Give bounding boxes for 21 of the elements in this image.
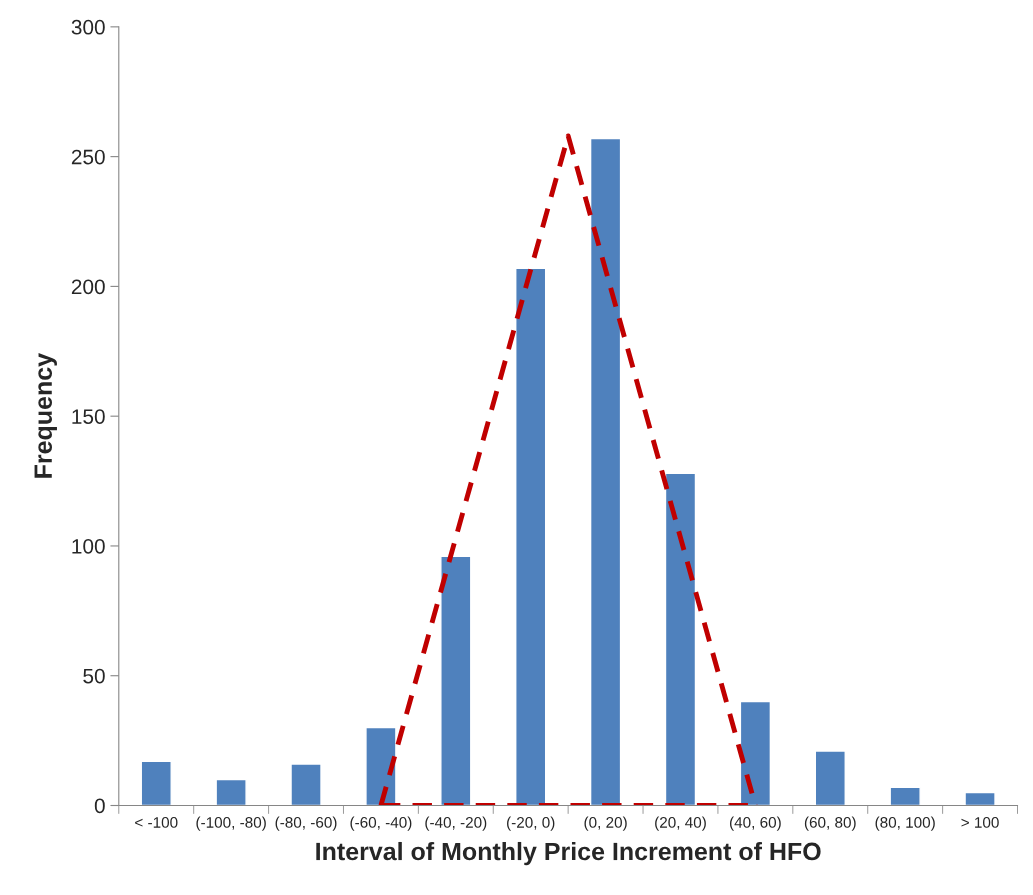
y-tick-label: 300: [71, 19, 105, 35]
x-tick-label: (60, 80): [804, 816, 856, 831]
x-tick-label: (-60, -40): [350, 816, 412, 831]
x-tick-label: > 100: [961, 817, 999, 828]
y-axis-title: Frequency: [34, 353, 57, 478]
y-tick-label: 150: [72, 409, 105, 424]
x-tick-label: (-40, -20): [425, 816, 487, 831]
x-axis-title: Interval of Monthly Price Increment of HFO: [316, 841, 821, 866]
y-tick-label: 0: [94, 798, 105, 814]
x-tick-label: < -100: [135, 817, 178, 828]
y-tick-label: 200: [71, 279, 105, 295]
x-tick-label: (-100, -80): [196, 816, 266, 831]
x-tick-label: (20, 40): [655, 816, 706, 831]
x-tick-label: (-20, 0): [507, 816, 555, 831]
x-tick-label: (40, 60): [730, 816, 781, 831]
y-tick-label: 100: [72, 538, 105, 554]
y-tick-label: 50: [83, 668, 105, 684]
x-tick-label: (-80, -60): [275, 816, 337, 831]
x-tick-label: (0, 20): [584, 816, 627, 831]
x-tick-label: (80, 100): [875, 816, 935, 831]
y-tick-label: 250: [71, 149, 105, 165]
